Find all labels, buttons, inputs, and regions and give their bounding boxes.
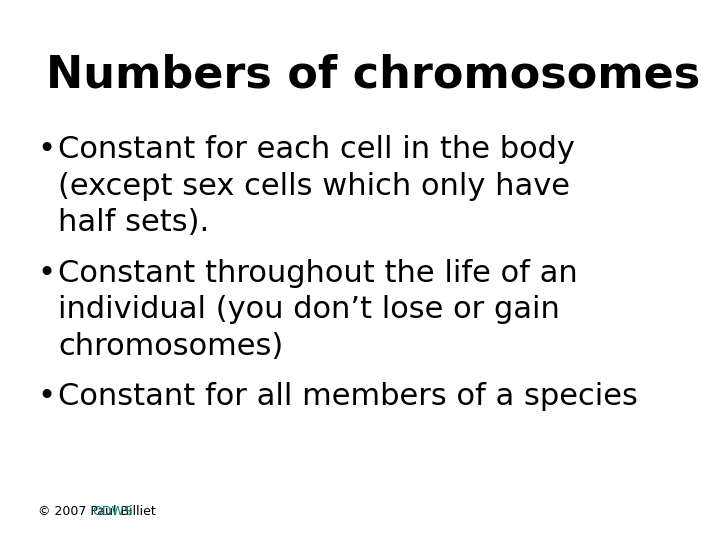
Text: Constant for all members of a species: Constant for all members of a species (58, 382, 638, 411)
Text: Constant for each cell in the body: Constant for each cell in the body (58, 135, 575, 164)
Text: •: • (37, 259, 55, 288)
Text: (except sex cells which only have: (except sex cells which only have (58, 172, 570, 201)
Text: •: • (37, 382, 55, 411)
Text: Numbers of chromosomes: Numbers of chromosomes (46, 54, 701, 97)
Text: © 2007 Paul Billiet: © 2007 Paul Billiet (37, 505, 159, 518)
Text: ODWS: ODWS (93, 505, 132, 518)
Text: chromosomes): chromosomes) (58, 332, 283, 361)
Text: half sets).: half sets). (58, 208, 209, 238)
Text: individual (you don’t lose or gain: individual (you don’t lose or gain (58, 295, 559, 325)
Text: •: • (37, 135, 55, 164)
Text: Constant throughout the life of an: Constant throughout the life of an (58, 259, 577, 288)
